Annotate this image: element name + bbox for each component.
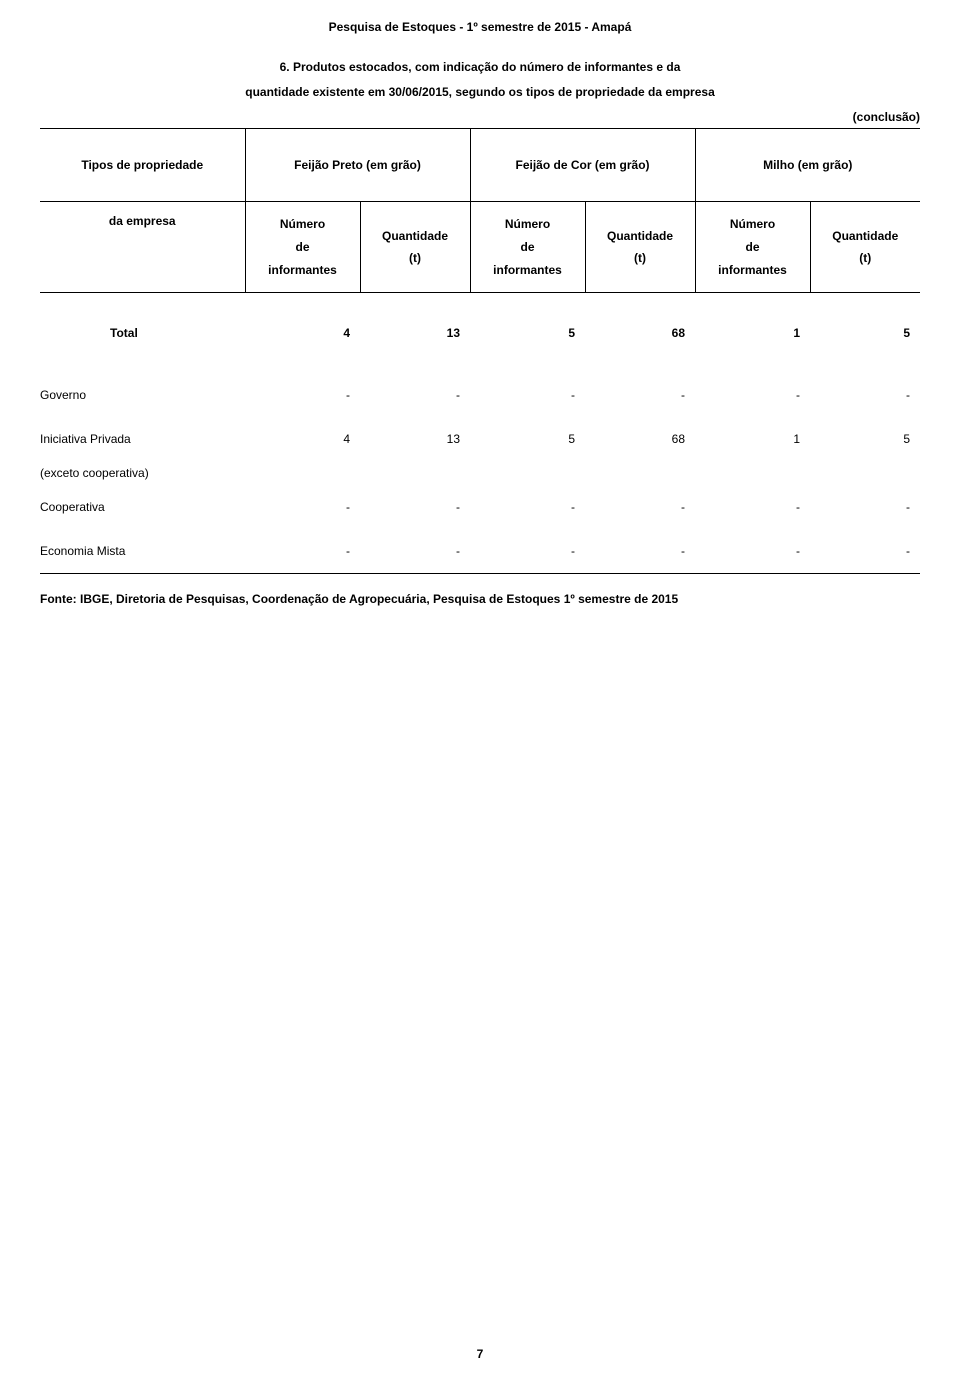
col-group-2: Milho (em grão) [695, 129, 920, 202]
col-sub-qty-2-l1: Quantidade [832, 229, 898, 243]
col-sub-num-0-l2: de [295, 240, 309, 254]
col-sub-num-2-l1: Número [730, 217, 775, 231]
col-sub-num-1: Número de informantes [470, 202, 585, 293]
col-sub-qty-2-l2: (t) [859, 251, 871, 265]
table-row: Governo - - - - - - [40, 373, 920, 417]
cell-val [470, 461, 585, 485]
table-row: Iniciativa Privada 4 13 5 68 1 5 [40, 417, 920, 461]
cell-val: - [470, 529, 585, 574]
cell-val: - [695, 373, 810, 417]
cell-label: (exceto cooperativa) [40, 461, 245, 485]
col-sub-num-0: Número de informantes [245, 202, 360, 293]
col-sub-qty-0: Quantidade (t) [360, 202, 470, 293]
table-row-sub: (exceto cooperativa) [40, 461, 920, 485]
data-table: Tipos de propriedade Feijão Preto (em gr… [40, 128, 920, 574]
cell-val: - [585, 373, 695, 417]
col-sub-qty-1-l1: Quantidade [607, 229, 673, 243]
cell-val: 4 [245, 293, 360, 374]
cell-val: 13 [360, 417, 470, 461]
cell-val: 4 [245, 417, 360, 461]
cell-val [360, 461, 470, 485]
cell-val: - [245, 529, 360, 574]
col-sub-num-2-l2: de [746, 240, 760, 254]
cell-val: - [585, 485, 695, 529]
cell-val: - [470, 373, 585, 417]
table-head: Tipos de propriedade Feijão Preto (em gr… [40, 129, 920, 293]
cell-val: - [695, 485, 810, 529]
col-group-0: Feijão Preto (em grão) [245, 129, 470, 202]
cell-val: 5 [810, 417, 920, 461]
col-group-1: Feijão de Cor (em grão) [470, 129, 695, 202]
cell-val: 1 [695, 417, 810, 461]
row-header-line2: da empresa [40, 202, 245, 293]
table-header-row-groups: Tipos de propriedade Feijão Preto (em gr… [40, 129, 920, 202]
section-note: (conclusão) [40, 110, 920, 124]
col-sub-qty-1: Quantidade (t) [585, 202, 695, 293]
page-number: 7 [0, 1347, 960, 1361]
cell-val: - [470, 485, 585, 529]
cell-val: 13 [360, 293, 470, 374]
cell-val: 68 [585, 417, 695, 461]
cell-label: Total [40, 293, 245, 374]
cell-val [695, 461, 810, 485]
cell-val: 5 [470, 293, 585, 374]
table-row: Economia Mista - - - - - - [40, 529, 920, 574]
cell-label: Governo [40, 373, 245, 417]
col-sub-qty-1-l2: (t) [634, 251, 646, 265]
cell-val: 5 [810, 293, 920, 374]
cell-label: Iniciativa Privada [40, 417, 245, 461]
table-row-total: Total 4 13 5 68 1 5 [40, 293, 920, 374]
cell-val: - [695, 529, 810, 574]
cell-val: - [360, 373, 470, 417]
row-header-line1: Tipos de propriedade [40, 129, 245, 202]
col-sub-num-0-l1: Número [280, 217, 325, 231]
cell-val [585, 461, 695, 485]
cell-val: - [810, 485, 920, 529]
cell-label: Cooperativa [40, 485, 245, 529]
col-sub-num-2-l3: informantes [718, 263, 787, 277]
source-text: Fonte: IBGE, Diretoria de Pesquisas, Coo… [40, 592, 920, 606]
section-title: 6. Produtos estocados, com indicação do … [40, 58, 920, 77]
col-sub-num-1-l1: Número [505, 217, 550, 231]
cell-val: - [245, 485, 360, 529]
cell-val: 68 [585, 293, 695, 374]
cell-val: 5 [470, 417, 585, 461]
cell-val: - [360, 485, 470, 529]
col-sub-num-0-l3: informantes [268, 263, 337, 277]
cell-val: - [810, 373, 920, 417]
cell-val [810, 461, 920, 485]
table-body: Total 4 13 5 68 1 5 Governo - - - - - - … [40, 293, 920, 574]
section-subtitle: quantidade existente em 30/06/2015, segu… [40, 83, 920, 102]
col-sub-qty-0-l1: Quantidade [382, 229, 448, 243]
cell-val: - [810, 529, 920, 574]
cell-val: - [360, 529, 470, 574]
report-title: Pesquisa de Estoques - 1º semestre de 20… [40, 20, 920, 34]
table-row: Cooperativa - - - - - - [40, 485, 920, 529]
col-sub-num-2: Número de informantes [695, 202, 810, 293]
col-sub-qty-0-l2: (t) [409, 251, 421, 265]
cell-val: - [585, 529, 695, 574]
cell-label: Economia Mista [40, 529, 245, 574]
col-sub-num-1-l3: informantes [493, 263, 562, 277]
col-sub-qty-2: Quantidade (t) [810, 202, 920, 293]
col-sub-num-1-l2: de [521, 240, 535, 254]
table-header-row-sub: da empresa Número de informantes Quantid… [40, 202, 920, 293]
page-container: Pesquisa de Estoques - 1º semestre de 20… [0, 0, 960, 1379]
cell-val: - [245, 373, 360, 417]
cell-val [245, 461, 360, 485]
cell-val: 1 [695, 293, 810, 374]
